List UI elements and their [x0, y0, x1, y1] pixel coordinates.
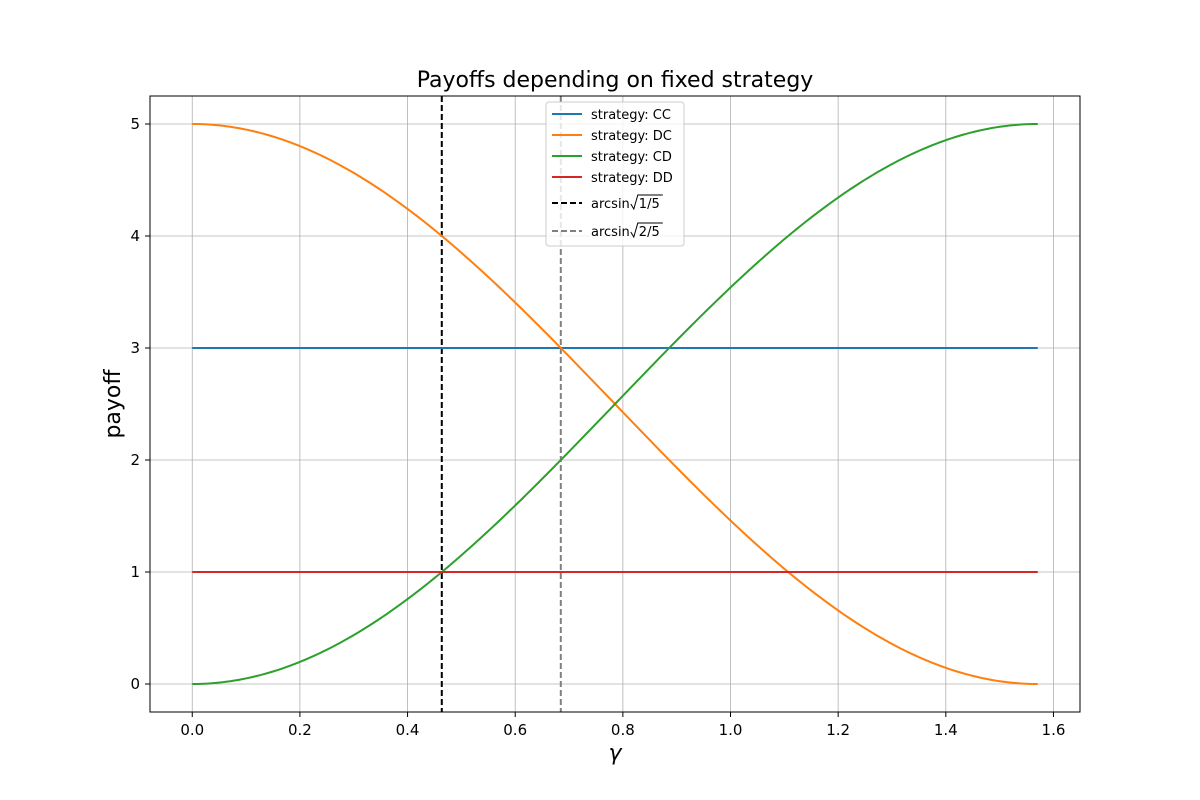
legend-label: strategy: CC — [591, 108, 671, 123]
legend-radicand: 1/5 — [639, 197, 660, 212]
series-lines — [192, 123, 1038, 685]
legend-label: strategy: CD — [591, 150, 672, 165]
x-tick-label: 1.2 — [826, 721, 850, 739]
x-tick-label: 0.8 — [611, 721, 635, 739]
y-axis-label: payoff — [101, 369, 126, 439]
plot-frame — [149, 95, 1081, 713]
series-line-cd — [192, 123, 1038, 685]
legend-label: strategy: DD — [591, 171, 673, 186]
x-tick-label: 1.6 — [1042, 721, 1066, 739]
legend-radicand: 2/5 — [639, 225, 660, 240]
y-tick-label: 4 — [130, 227, 140, 245]
y-axis-ticks: 0 1 2 3 4 5 — [130, 115, 150, 693]
x-tick-label: 0.6 — [503, 721, 527, 739]
y-tick-label: 0 — [130, 675, 140, 693]
legend-box — [545, 101, 685, 247]
chart-title: Payoffs depending on fixed strategy — [417, 68, 814, 93]
legend-label: strategy: DC — [591, 129, 672, 144]
x-axis-ticks: 0.0 0.2 0.4 0.6 0.8 1.0 1.2 1.4 1.6 — [180, 712, 1065, 739]
x-tick-label: 1.4 — [934, 721, 958, 739]
x-tick-label: 0.2 — [288, 721, 312, 739]
x-tick-label: 1.0 — [719, 721, 743, 739]
y-tick-label: 5 — [130, 115, 140, 133]
sqrt-sign-icon — [630, 194, 663, 211]
y-tick-label: 1 — [130, 563, 140, 581]
x-axis-label: γ — [608, 741, 622, 766]
y-tick-label: 3 — [130, 339, 140, 357]
legend-label: arcsin — [591, 197, 630, 212]
x-tick-label: 0.4 — [396, 721, 420, 739]
y-tick-label: 2 — [130, 451, 140, 469]
x-tick-label: 0.0 — [180, 721, 204, 739]
sqrt-sign-icon — [630, 222, 663, 239]
legend: strategy: CC strategy: DC strategy: CD stra… — [545, 101, 685, 247]
legend-label: arcsin — [591, 225, 630, 240]
